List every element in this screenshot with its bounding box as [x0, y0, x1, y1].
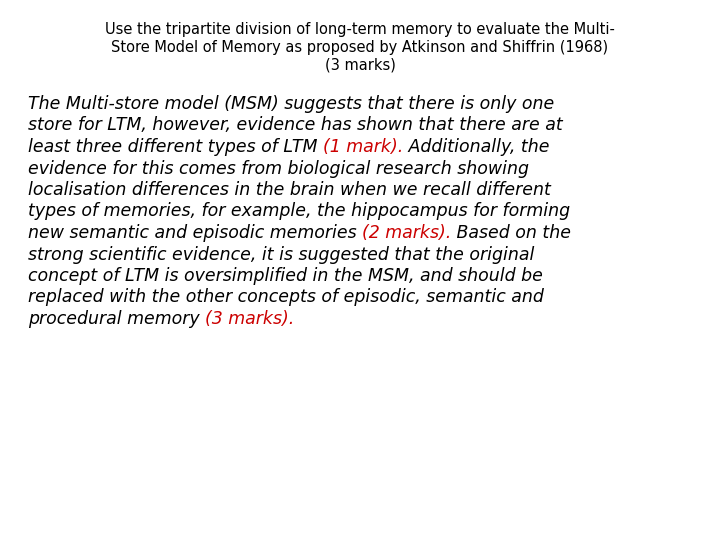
Text: Store Model of Memory as proposed by Atkinson and Shiffrin (1968): Store Model of Memory as proposed by Atk…: [112, 40, 608, 55]
Text: evidence for this comes from biological research showing: evidence for this comes from biological …: [28, 159, 529, 178]
Text: (1 mark).: (1 mark).: [323, 138, 403, 156]
Text: least three different types of LTM: least three different types of LTM: [28, 138, 323, 156]
Text: replaced with the other concepts of episodic, semantic and: replaced with the other concepts of epis…: [28, 288, 544, 307]
Text: (2 marks).: (2 marks).: [362, 224, 451, 242]
Text: (3 marks): (3 marks): [325, 58, 395, 73]
Text: concept of LTM is oversimplified in the MSM, and should be: concept of LTM is oversimplified in the …: [28, 267, 543, 285]
Text: new semantic and episodic memories: new semantic and episodic memories: [28, 224, 362, 242]
Text: The Multi-store model (MSM) suggests that there is only one: The Multi-store model (MSM) suggests tha…: [28, 95, 554, 113]
Text: localisation differences in the brain when we recall different: localisation differences in the brain wh…: [28, 181, 551, 199]
Text: Additionally, the: Additionally, the: [403, 138, 550, 156]
Text: procedural memory: procedural memory: [28, 310, 205, 328]
Text: Based on the: Based on the: [451, 224, 572, 242]
Text: types of memories, for example, the hippocampus for forming: types of memories, for example, the hipp…: [28, 202, 570, 220]
Text: store for LTM, however, evidence has shown that there are at: store for LTM, however, evidence has sho…: [28, 117, 563, 134]
Text: (3 marks).: (3 marks).: [205, 310, 294, 328]
Text: strong scientific evidence, it is suggested that the original: strong scientific evidence, it is sugges…: [28, 246, 534, 264]
Text: Use the tripartite division of long-term memory to evaluate the Multi-: Use the tripartite division of long-term…: [105, 22, 615, 37]
